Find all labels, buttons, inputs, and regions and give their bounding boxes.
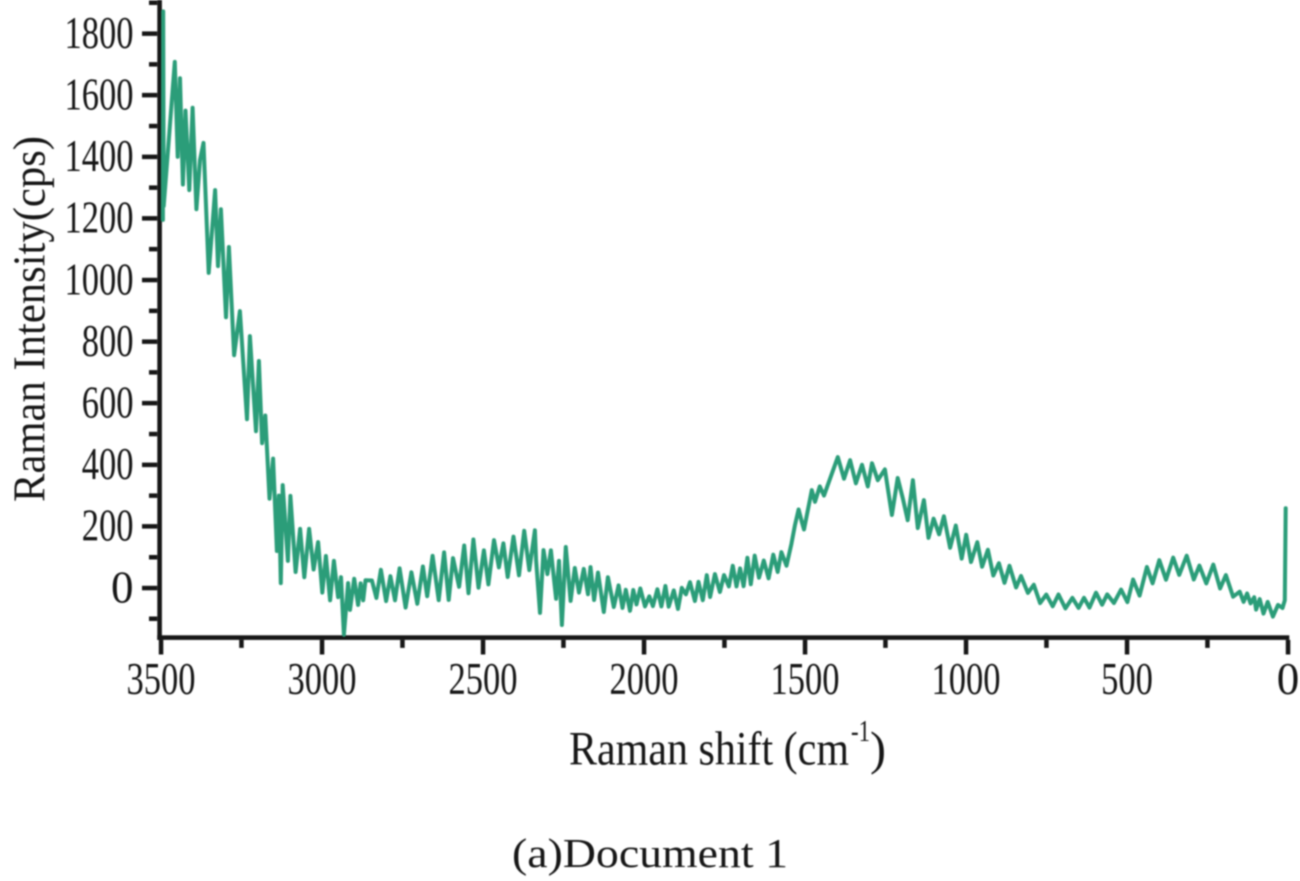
svg-text:1400: 1400 (65, 131, 134, 181)
svg-text:1000: 1000 (65, 254, 134, 304)
svg-text:400: 400 (82, 439, 134, 489)
svg-text:-1: -1 (851, 713, 870, 748)
svg-text:600: 600 (82, 378, 134, 428)
svg-text:1500: 1500 (771, 654, 840, 704)
svg-text:200: 200 (82, 501, 134, 551)
svg-text:1000: 1000 (932, 654, 1001, 704)
svg-text:800: 800 (82, 316, 134, 366)
svg-text:500: 500 (1101, 654, 1153, 704)
svg-text:2500: 2500 (449, 654, 518, 704)
svg-text:3000: 3000 (288, 654, 357, 704)
svg-text:1200: 1200 (65, 193, 134, 243)
svg-text:1800: 1800 (65, 8, 134, 58)
svg-text:(a)Document 1: (a)Document 1 (512, 830, 788, 876)
svg-text:Raman Intensity(cps): Raman Intensity(cps) (5, 136, 55, 502)
svg-text:3500: 3500 (127, 654, 196, 704)
svg-text:2000: 2000 (610, 654, 679, 704)
svg-text:Raman shift (cm: Raman shift (cm (569, 723, 849, 776)
svg-text:0: 0 (1277, 654, 1300, 704)
svg-text:): ) (870, 723, 886, 776)
svg-text:0: 0 (111, 562, 134, 612)
svg-text:1600: 1600 (65, 70, 134, 120)
